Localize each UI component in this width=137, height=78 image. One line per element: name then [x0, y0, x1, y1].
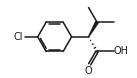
Text: OH: OH	[114, 46, 129, 56]
Polygon shape	[89, 21, 98, 37]
Text: Cl: Cl	[14, 32, 23, 42]
Text: O: O	[85, 66, 92, 76]
